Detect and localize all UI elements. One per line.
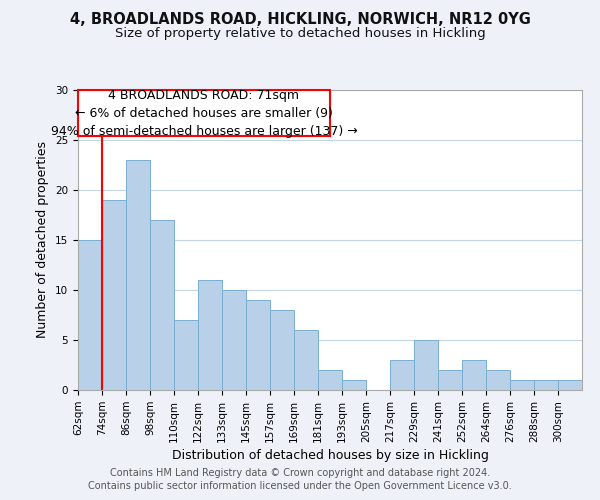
Bar — [222, 290, 246, 390]
Bar — [150, 220, 174, 390]
Y-axis label: Number of detached properties: Number of detached properties — [37, 142, 49, 338]
Text: 4, BROADLANDS ROAD, HICKLING, NORWICH, NR12 0YG: 4, BROADLANDS ROAD, HICKLING, NORWICH, N… — [70, 12, 530, 28]
Bar — [270, 310, 294, 390]
FancyBboxPatch shape — [78, 90, 330, 136]
Bar — [318, 370, 342, 390]
X-axis label: Distribution of detached houses by size in Hickling: Distribution of detached houses by size … — [172, 449, 488, 462]
Text: Size of property relative to detached houses in Hickling: Size of property relative to detached ho… — [115, 28, 485, 40]
Bar — [198, 280, 222, 390]
Bar — [414, 340, 438, 390]
Bar — [486, 370, 510, 390]
Bar — [342, 380, 366, 390]
Text: Contains HM Land Registry data © Crown copyright and database right 2024.: Contains HM Land Registry data © Crown c… — [110, 468, 490, 477]
Bar — [534, 380, 558, 390]
Bar — [558, 380, 582, 390]
Bar — [438, 370, 462, 390]
Bar — [126, 160, 150, 390]
Text: Contains public sector information licensed under the Open Government Licence v3: Contains public sector information licen… — [88, 481, 512, 491]
Bar — [390, 360, 414, 390]
Bar — [78, 240, 102, 390]
Bar — [246, 300, 270, 390]
Bar — [294, 330, 318, 390]
Bar — [102, 200, 126, 390]
Bar — [510, 380, 534, 390]
Text: 4 BROADLANDS ROAD: 71sqm
← 6% of detached houses are smaller (9)
94% of semi-det: 4 BROADLANDS ROAD: 71sqm ← 6% of detache… — [50, 88, 358, 138]
Bar — [174, 320, 198, 390]
Bar — [462, 360, 486, 390]
